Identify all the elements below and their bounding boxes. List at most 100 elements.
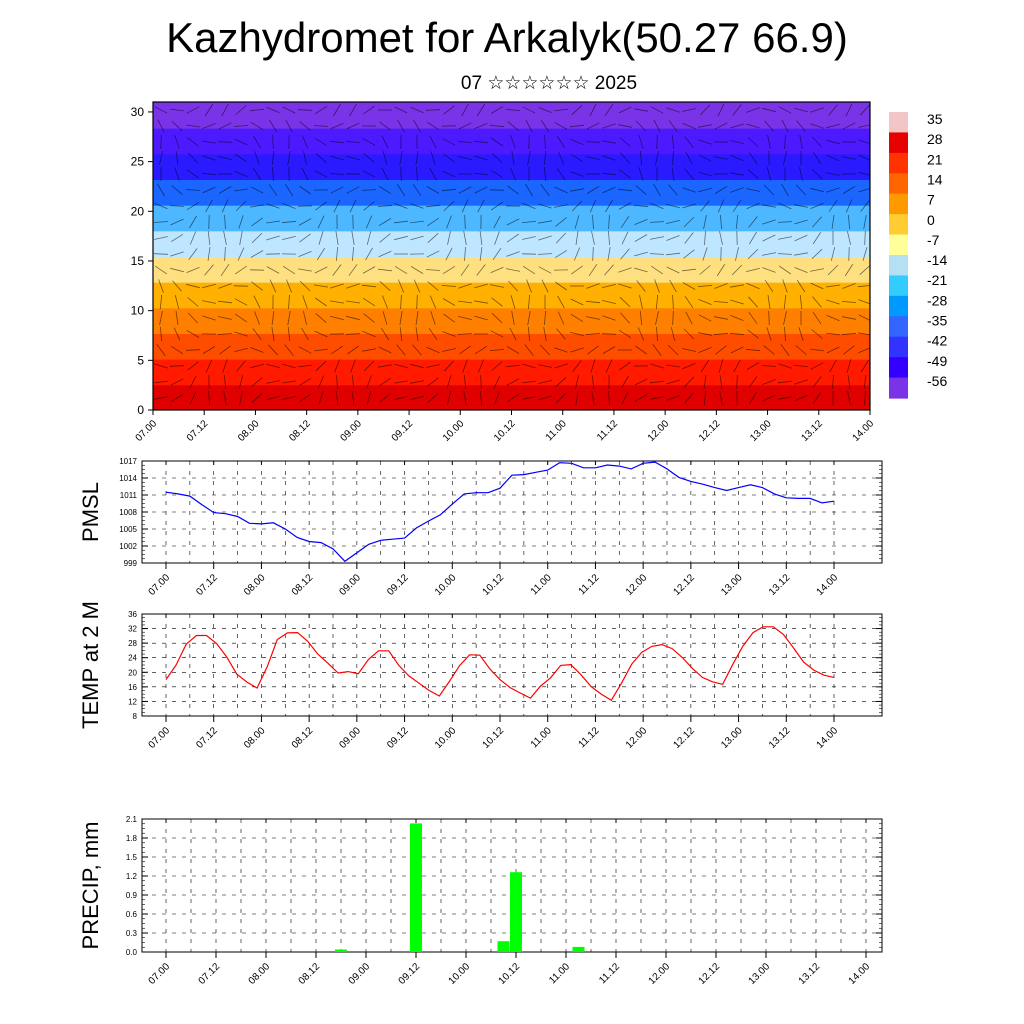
wind-barb bbox=[575, 231, 579, 245]
wind-barb bbox=[187, 312, 199, 324]
wind-barb bbox=[315, 153, 327, 163]
wind-barb bbox=[186, 330, 200, 338]
wind-barb bbox=[863, 375, 867, 389]
wind-barb bbox=[266, 235, 280, 241]
wind-barb bbox=[490, 169, 504, 179]
colorbar-swatch bbox=[889, 132, 908, 154]
colorbar-swatch bbox=[889, 173, 908, 195]
wind-barb bbox=[522, 363, 536, 369]
wind-barb bbox=[704, 390, 706, 406]
y-tick-label: 1.5 bbox=[126, 853, 138, 862]
wind-barb bbox=[281, 220, 297, 224]
x-tick-label: 11.12 bbox=[577, 725, 602, 750]
wind-barb bbox=[699, 104, 711, 116]
wind-barb bbox=[638, 135, 644, 149]
wind-barb bbox=[318, 391, 324, 405]
wind-barb bbox=[352, 246, 354, 262]
wind-barb bbox=[234, 331, 248, 337]
wind-barb bbox=[541, 279, 549, 293]
wind-barb bbox=[458, 300, 472, 304]
wind-barb bbox=[493, 375, 501, 389]
wind-barb bbox=[812, 391, 822, 405]
wind-barb bbox=[238, 375, 244, 389]
wind-barb bbox=[332, 264, 342, 276]
wind-barb bbox=[396, 183, 406, 197]
wind-barb bbox=[315, 297, 327, 307]
wind-barb bbox=[382, 295, 388, 309]
wind-barb bbox=[330, 122, 344, 130]
colorbar-label: -7 bbox=[927, 232, 940, 248]
precip-panel: 0.0 0.3 0.6 0.9 1.2 1.5 1.8 2.1 07.00 07.12 08.00 0… bbox=[78, 815, 883, 987]
wind-barb bbox=[650, 202, 664, 210]
wind-barb bbox=[474, 315, 488, 321]
wind-barb bbox=[717, 199, 725, 213]
y-tick-label: 2.1 bbox=[126, 815, 138, 824]
wind-barb bbox=[266, 364, 280, 368]
wind-barb bbox=[540, 184, 550, 196]
wind-barb bbox=[394, 380, 408, 384]
wind-barb bbox=[366, 231, 372, 245]
wind-barbs bbox=[153, 103, 870, 406]
wind-barb bbox=[730, 315, 744, 321]
wind-barb bbox=[505, 365, 521, 367]
wind-barb bbox=[639, 150, 643, 166]
wind-barb bbox=[202, 300, 216, 304]
x-tick-label: 12.00 bbox=[624, 572, 650, 598]
wind-barb bbox=[268, 344, 278, 356]
wind-barb bbox=[781, 119, 789, 133]
wind-barb bbox=[812, 296, 822, 308]
wind-barb bbox=[684, 136, 694, 148]
wind-barb bbox=[458, 186, 472, 194]
wind-barb bbox=[735, 214, 739, 230]
colorbar-swatch bbox=[889, 255, 908, 277]
wind-barb bbox=[602, 155, 616, 161]
wind-barb bbox=[490, 266, 504, 274]
x-tick-label: 10.00 bbox=[433, 572, 459, 598]
colorbar-swatch bbox=[889, 193, 908, 215]
chart-subtitle: 07 ☆☆☆☆☆☆ 2025 bbox=[460, 73, 638, 94]
wind-barb bbox=[570, 171, 584, 177]
wind-barb bbox=[714, 283, 728, 289]
wind-barb bbox=[234, 298, 248, 306]
wind-barb bbox=[174, 295, 180, 309]
x-tick-label: 10.00 bbox=[433, 725, 459, 751]
y-tick-label: 0.6 bbox=[126, 910, 138, 919]
wind-barb bbox=[174, 135, 180, 149]
wind-barb bbox=[556, 328, 566, 340]
wind-barb bbox=[474, 283, 488, 289]
wind-barb bbox=[464, 214, 466, 230]
wind-barb bbox=[271, 327, 275, 341]
wind-barb bbox=[266, 380, 280, 384]
x-tick-label: 11.00 bbox=[547, 961, 572, 986]
wind-barb bbox=[234, 188, 248, 192]
wind-barb bbox=[286, 279, 292, 293]
wind-barb bbox=[287, 311, 291, 325]
wind-barb bbox=[494, 231, 500, 245]
wind-barb bbox=[718, 359, 724, 373]
wind-barb bbox=[570, 153, 584, 163]
wind-barb bbox=[394, 106, 408, 114]
wind-barb bbox=[698, 314, 712, 322]
wind-barb bbox=[426, 121, 440, 131]
wind-barb bbox=[698, 171, 712, 177]
x-tick-label: 11.00 bbox=[529, 725, 554, 750]
wind-barb bbox=[298, 218, 312, 226]
wind-barb bbox=[154, 380, 168, 384]
wind-barb bbox=[429, 295, 437, 309]
heatmap-field bbox=[153, 102, 870, 410]
wind-barb bbox=[269, 279, 277, 293]
wind-barb bbox=[202, 123, 216, 129]
wind-barb bbox=[474, 345, 488, 355]
wind-barb bbox=[635, 345, 647, 355]
wind-barb bbox=[381, 135, 389, 149]
wind-barb bbox=[251, 217, 263, 227]
wind-barb bbox=[845, 199, 853, 213]
wind-barb bbox=[442, 298, 456, 306]
wind-barb bbox=[459, 345, 471, 355]
wind-barb bbox=[382, 151, 388, 165]
wind-barb bbox=[633, 204, 649, 208]
y-tick-label: 5 bbox=[137, 353, 144, 367]
wind-barb bbox=[847, 391, 851, 405]
wind-barb bbox=[443, 313, 455, 323]
wind-barb bbox=[698, 299, 712, 305]
